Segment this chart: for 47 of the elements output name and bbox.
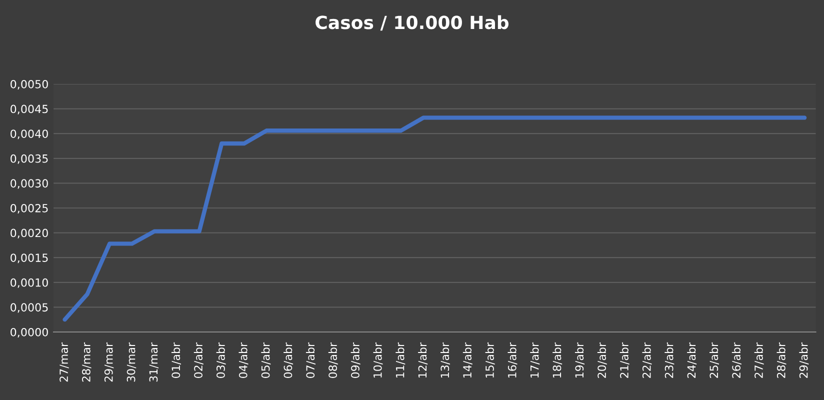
x-tick-label: 06/abr <box>284 342 294 378</box>
y-tick-label: 0,0045 <box>10 104 48 114</box>
x-tick-label: 10/abr <box>373 342 383 378</box>
x-tick-label: 22/abr <box>642 342 652 378</box>
x-tick-label: 17/abr <box>530 342 540 378</box>
x-tick-label: 15/abr <box>485 342 495 378</box>
y-tick-label: 0,0005 <box>10 303 48 313</box>
y-tick-label: 0,0020 <box>10 228 48 238</box>
x-tick-label: 05/abr <box>261 342 271 378</box>
x-tick-label: 27/mar <box>60 342 69 382</box>
x-tick-label: 21/abr <box>620 342 630 378</box>
y-tick-label: 0,0040 <box>10 130 48 140</box>
y-tick-label: 0,0015 <box>10 254 48 264</box>
x-tick-label: 13/abr <box>440 342 450 378</box>
x-tick-label: 18/abr <box>552 342 562 378</box>
x-tick-label: 23/abr <box>664 342 674 378</box>
x-tick-label: 20/abr <box>597 342 607 378</box>
x-tick-label: 24/abr <box>687 342 697 378</box>
x-tick-label: 29/mar <box>104 342 114 382</box>
y-tick-label: 0,0025 <box>10 204 48 214</box>
x-tick-label: 16/abr <box>508 342 518 378</box>
line-series <box>62 116 807 322</box>
y-tick-label: 0,0030 <box>10 179 48 189</box>
y-tick-label: 0,0035 <box>10 154 48 164</box>
x-tick-label: 30/mar <box>126 342 136 382</box>
x-tick-label: 07/abr <box>306 342 316 378</box>
x-tick-label: 29/abr <box>799 342 809 378</box>
x-tick-label: 27/abr <box>754 342 764 378</box>
x-tick-label: 31/mar <box>149 342 159 382</box>
x-tick-label: 12/abr <box>418 342 428 378</box>
x-tick-label: 03/abr <box>216 342 226 378</box>
x-tick-label: 19/abr <box>575 342 584 378</box>
y-tick-label: 0,0010 <box>10 278 48 288</box>
chart-title: Casos / 10.000 Hab <box>316 15 509 31</box>
x-tick-label: 02/abr <box>194 342 204 378</box>
x-tick-label: 11/abr <box>396 342 406 378</box>
x-tick-label: 08/abr <box>328 342 338 378</box>
x-tick-label: 25/abr <box>710 342 719 378</box>
x-tick-label: 01/abr <box>171 342 181 378</box>
y-tick-label: 0,0050 <box>10 80 48 90</box>
x-tick-label: 14/abr <box>462 342 472 378</box>
x-tick-label: 09/abr <box>350 342 360 378</box>
x-tick-label: 28/mar <box>82 342 92 382</box>
x-tick-label: 26/abr <box>732 342 742 378</box>
y-tick-label: 0,0000 <box>10 328 48 338</box>
x-tick-label: 28/abr <box>776 342 786 378</box>
x-tick-label: 04/abr <box>238 342 248 378</box>
